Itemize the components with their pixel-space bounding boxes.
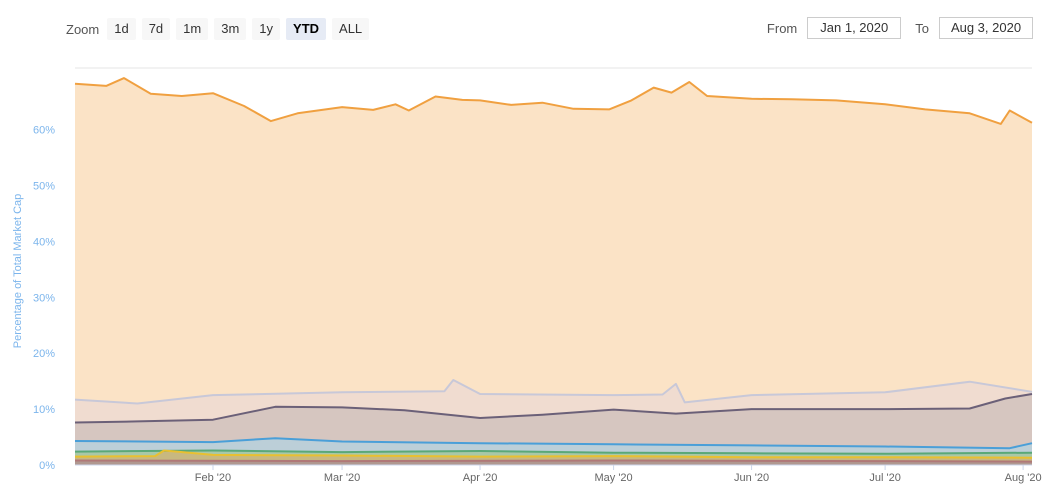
series-lines (74, 77, 1033, 463)
zoom-bar: Zoom 1d 7d 1m 3m 1y YTD ALL (66, 17, 370, 41)
series-area-0 (75, 78, 1032, 465)
to-label: To (915, 20, 929, 36)
x-axis: Feb '20 Mar '20 Apr '20 May '20 Jun '20 Jul '… (75, 464, 1042, 484)
series-line-3 (74, 437, 1033, 450)
zoom-all-button[interactable]: ALL (332, 18, 370, 40)
zoom-1y-button[interactable]: 1y (252, 18, 281, 40)
series-line-0 (74, 77, 1033, 125)
x-tick-label: Apr '20 (463, 472, 498, 484)
zoom-7d-button[interactable]: 7d (141, 18, 171, 40)
to-date-input[interactable]: Aug 3, 2020 (939, 17, 1033, 39)
series-line-6 (74, 459, 1033, 463)
zoom-3m-button[interactable]: 3m (214, 18, 247, 40)
series-line-4 (74, 449, 1033, 455)
y-tick-label: 60% (33, 125, 55, 137)
y-axis: 0% 10% 20% 30% 40% 50% 60% (33, 125, 55, 472)
from-date-input[interactable]: Jan 1, 2020 (807, 17, 902, 39)
y-tick-label: 50% (33, 180, 55, 192)
y-tick-label: 10% (33, 404, 55, 416)
y-tick-label: 40% (33, 236, 55, 248)
x-tick-label: Feb '20 (195, 472, 231, 484)
zoom-1m-button[interactable]: 1m (176, 18, 209, 40)
y-tick-label: 0% (39, 460, 55, 472)
from-label: From (766, 20, 798, 36)
zoom-1d-button[interactable]: 1d (107, 18, 136, 40)
y-tick-label: 20% (33, 348, 55, 360)
zoom-label: Zoom (66, 21, 100, 37)
y-axis-title: Percentage of Total Market Cap (12, 194, 24, 349)
y-tick-label: 30% (33, 292, 55, 304)
date-range-bar: From Jan 1, 2020 To Aug 3, 2020 (759, 17, 1033, 39)
x-tick-label: May '20 (594, 472, 632, 484)
x-tick-label: Jun '20 (734, 472, 769, 484)
zoom-ytd-button[interactable]: YTD (286, 18, 327, 40)
x-tick-label: Mar '20 (324, 472, 360, 484)
series-line-5 (74, 449, 1033, 459)
series-areas (75, 78, 1032, 465)
x-tick-label: Jul '20 (869, 472, 900, 484)
x-tick-label: Aug '20 (1005, 472, 1042, 484)
